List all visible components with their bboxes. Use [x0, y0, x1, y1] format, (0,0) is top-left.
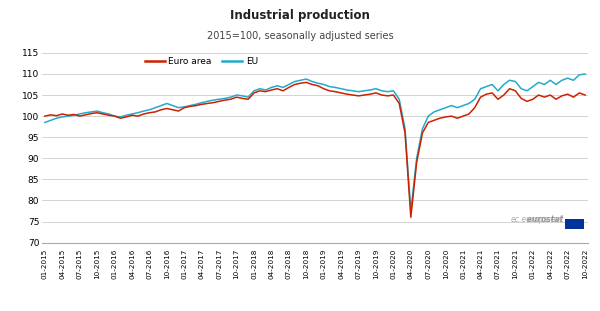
Euro area	[41, 114, 49, 118]
Euro area	[373, 91, 380, 95]
EU	[250, 89, 257, 93]
EU	[134, 111, 142, 114]
Euro area	[268, 88, 275, 92]
Text: 2015=100, seasonally adjusted series: 2015=100, seasonally adjusted series	[206, 31, 394, 41]
Euro area	[134, 114, 142, 118]
EU	[367, 88, 374, 92]
Euro area	[460, 114, 467, 118]
Text: eurostat: eurostat	[490, 215, 563, 224]
Text: ec.europa.eu/: ec.europa.eu/	[511, 215, 563, 224]
Euro area	[581, 93, 589, 97]
EU	[454, 106, 461, 109]
Euro area	[250, 91, 257, 95]
Text: Industrial production: Industrial production	[230, 9, 370, 22]
EU	[407, 209, 415, 213]
Legend: Euro area, EU: Euro area, EU	[145, 58, 258, 66]
Euro area	[302, 81, 310, 84]
FancyBboxPatch shape	[565, 219, 584, 229]
EU	[41, 121, 49, 124]
Euro area	[181, 106, 188, 109]
EU	[181, 105, 188, 109]
Line: Euro area: Euro area	[45, 82, 585, 217]
Euro area	[407, 216, 415, 219]
EU	[268, 86, 275, 89]
Line: EU: EU	[45, 74, 585, 211]
EU	[581, 72, 589, 76]
